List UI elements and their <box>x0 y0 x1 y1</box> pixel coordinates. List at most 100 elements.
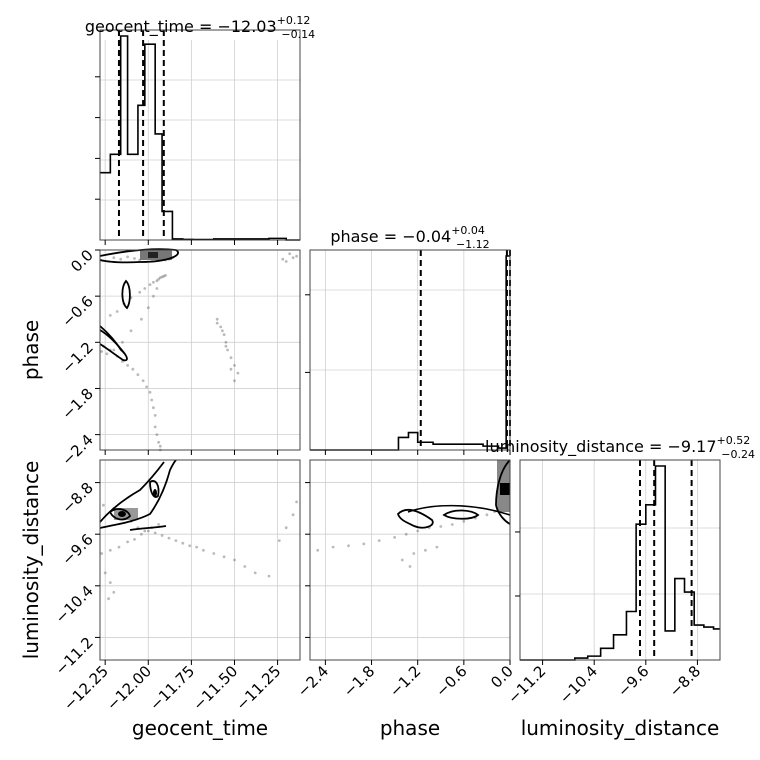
scatter-point <box>155 287 159 290</box>
grid <box>100 460 300 660</box>
scatter-point <box>215 321 219 325</box>
scatter-point <box>129 329 133 333</box>
scatter-point <box>233 379 236 383</box>
histogram-steps <box>520 465 720 661</box>
quantile-lines <box>639 460 693 660</box>
scatter-point <box>108 314 112 317</box>
title-plus: +0.52 <box>717 434 751 447</box>
scatter-point <box>424 548 427 552</box>
scatter-point <box>416 529 420 533</box>
histogram-line <box>520 465 720 661</box>
title-minus: −0.14 <box>281 28 315 41</box>
density-core <box>148 252 158 258</box>
scatter-point <box>167 536 171 540</box>
scatter-point <box>117 545 121 549</box>
scatter-point <box>233 364 236 367</box>
scatter-point <box>435 545 439 549</box>
histogram-steps <box>310 255 510 451</box>
scatter-point <box>195 545 199 549</box>
scatter-point <box>108 581 112 584</box>
scatter-point <box>105 352 109 356</box>
scatter-point <box>152 280 155 284</box>
tick-label: −0.6 <box>58 292 96 330</box>
scatter-point <box>291 513 295 517</box>
tick-label: −9.6 <box>614 662 652 700</box>
scatter-point <box>146 306 150 310</box>
contour-ridge <box>129 525 167 531</box>
scatter-point <box>267 574 271 578</box>
histogram-line <box>100 35 300 241</box>
tick-label: −0.6 <box>432 662 470 700</box>
scatter-point <box>174 539 178 542</box>
title-phase: phase = −0.04+0.04 −1.12 <box>330 224 489 251</box>
title-minus: −1.12 <box>456 238 490 251</box>
scatter-point <box>153 414 157 417</box>
scatter-point <box>112 348 116 352</box>
contour-mid <box>442 509 480 520</box>
ticks <box>95 76 279 245</box>
scatter-point <box>100 350 104 353</box>
scatter-point <box>222 555 226 559</box>
scatter-point <box>112 590 116 594</box>
tick-label: −1.8 <box>340 662 378 700</box>
title-prefix: phase = <box>330 227 402 246</box>
tick-label: −11.25 <box>232 662 284 714</box>
scatter-point <box>126 364 129 367</box>
panel-hist-phase: phase = −0.04+0.04 −1.12 <box>305 224 511 455</box>
scatter-point <box>157 277 161 281</box>
panel-hist-geocent-time: geocent_time = −12.03+0.12 −0.14 <box>85 14 315 245</box>
scatter-point <box>143 529 147 533</box>
scatter-point <box>188 544 192 548</box>
panel-2d-phase-vs-geocent-time: −2.4 −1.8 −1.2 −0.6 0.0 <box>58 246 301 469</box>
axis-label-phase-x: phase <box>380 716 440 740</box>
contour-small <box>149 480 160 498</box>
scatter-point <box>236 371 240 375</box>
scatter-point <box>158 444 162 448</box>
contour-loop-upper <box>121 279 131 310</box>
scatter-point <box>157 523 161 526</box>
scatter-point <box>133 538 136 541</box>
title-prefix: luminosity_distance = <box>485 437 667 457</box>
scatter-point <box>131 367 135 371</box>
ticks: −2.4 −1.8 −1.2 −0.6 0.0 <box>58 246 279 469</box>
tick-label: −11.2 <box>504 662 549 707</box>
scatter-point <box>145 385 149 389</box>
scatter-point <box>157 440 161 444</box>
title-prefix: geocent_time = <box>85 17 218 37</box>
tick-label: 0.0 <box>67 246 97 276</box>
axis-label-phase-y: phase <box>19 320 43 380</box>
density-contours <box>99 459 177 531</box>
scatter-point <box>141 379 145 383</box>
scatter-point <box>347 544 350 548</box>
title-plus: +0.04 <box>451 224 485 237</box>
tick-label: −11.50 <box>189 662 241 714</box>
contour-inner <box>108 508 132 521</box>
scatter-point <box>439 525 443 528</box>
tick-label: −10.4 <box>556 662 601 707</box>
scatter-point <box>450 523 454 526</box>
ticks: −12.25−12.00−11.75−11.50−11.25−11.2−10.4… <box>52 479 285 714</box>
grid <box>310 250 511 451</box>
title-median: −0.04 <box>402 227 451 246</box>
title-luminosity-distance: luminosity_distance = −9.17+0.52 −0.24 <box>485 434 755 461</box>
scatter-point <box>155 433 159 436</box>
scatter-point <box>215 317 219 321</box>
quantile-lines <box>117 30 165 240</box>
scatter-point <box>277 539 281 542</box>
scatter-points <box>100 252 298 452</box>
grid <box>520 460 720 660</box>
scatter-point <box>155 279 159 283</box>
axis-label-luminosity-distance-x: luminosity_distance <box>521 716 720 740</box>
scatter-point <box>226 348 230 352</box>
panel-frame <box>309 249 511 451</box>
axis-label-luminosity-distance-y: luminosity_distance <box>19 461 43 660</box>
title-median: −9.17 <box>667 437 716 456</box>
contour-right <box>495 459 511 525</box>
scatter-point <box>121 340 124 344</box>
density-core <box>118 511 126 517</box>
scatter-point <box>295 500 298 504</box>
panel-hist-luminosity-distance: −11.2 −10.4 −9.6 −8.8 luminosity_distance =… <box>485 434 755 707</box>
scatter-point <box>408 565 412 568</box>
scatter-point <box>362 542 366 546</box>
